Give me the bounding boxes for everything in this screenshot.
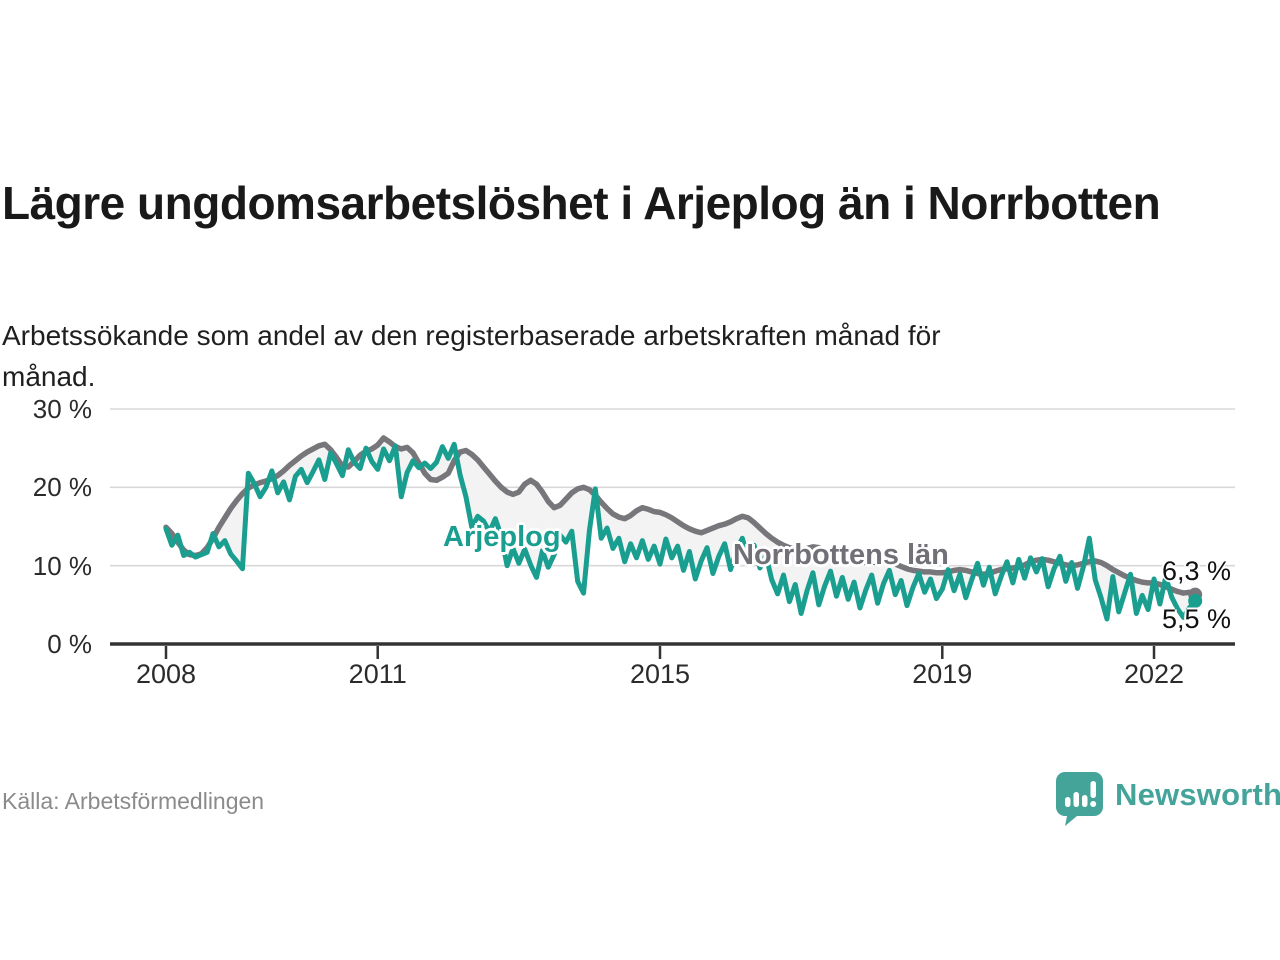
series-label-norrbotten: Norrbottens län [733,539,949,571]
series-label-arjeplog: Arjeplog [443,521,561,553]
y-axis-tick-label: 20 % [32,472,92,502]
end-value-label-norrbotten: 6,3 % [1162,556,1232,586]
x-axis-tick-label: 2008 [135,659,197,689]
series-line-norrbotten [163,435,1198,598]
y-axis-tick-label: 0 % [47,629,92,659]
y-axis-tick-label: 10 % [32,551,92,581]
x-axis-tick-label: 2019 [912,659,973,689]
source-note: Källa: Arbetsförmedlingen [2,788,265,814]
x-axis-tick-label: 2015 [629,659,691,689]
newsworthy-brand: Newsworthy [1056,772,1280,826]
chart-subtitle: Arbetssökande som andel av den registerb… [2,320,941,392]
x-axis-tick-label: 2022 [1123,659,1185,689]
newsworthy-logo-icon [1056,772,1103,826]
end-dot-arjeplog [1188,593,1203,608]
x-axis-tick-label: 2011 [348,659,407,689]
chart-title: Lägre ungdomsarbetslöshet i Arjeplog än … [2,176,1161,229]
series-line-arjeplog [163,441,1198,622]
end-value-label-arjeplog: 5,5 % [1162,604,1232,634]
y-axis-tick-label: 30 % [32,394,92,424]
newsworthy-wordmark: Newsworthy [1115,777,1280,812]
